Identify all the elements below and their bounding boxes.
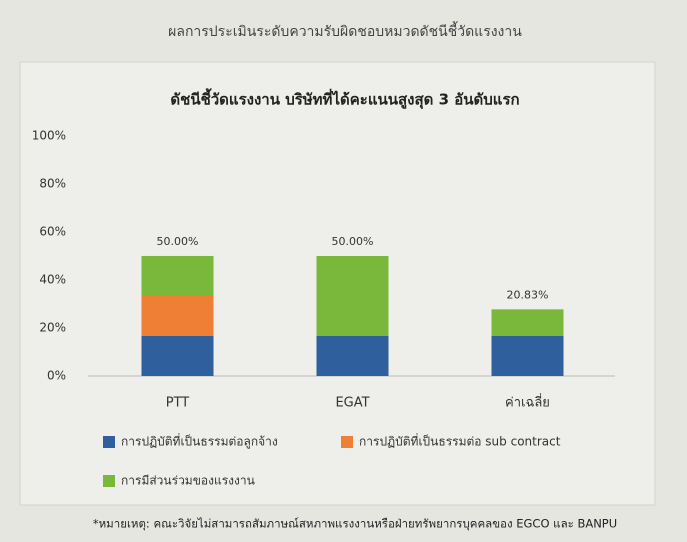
total-label: 50.00%	[332, 235, 374, 248]
bar-segment	[316, 335, 389, 376]
page-header: ผลการประเมินระดับความรับผิดชอบหมวดดัชนีช…	[168, 21, 522, 40]
legend-swatch	[103, 475, 115, 487]
legend-swatch	[103, 436, 115, 448]
bar-segment	[316, 256, 389, 336]
y-tick-label: 100%	[32, 129, 66, 143]
y-tick-label: 0%	[47, 369, 66, 383]
bar-segment	[141, 335, 214, 376]
bar-segment	[141, 255, 214, 296]
y-tick-label: 20%	[39, 321, 66, 335]
bar-segment	[491, 335, 564, 376]
total-label: 20.83%	[507, 288, 549, 301]
bar-segment	[141, 295, 214, 336]
chart-title: ดัชนีชี้วัดแรงงาน บริษัทที่ได้คะแนนสูงสุ…	[170, 88, 519, 110]
x-tick-label: PTT	[166, 396, 190, 411]
bar-segment	[491, 309, 564, 336]
legend-label: การมีส่วนร่วมของแรงงาน	[121, 474, 255, 488]
y-tick-label: 40%	[39, 273, 66, 287]
y-tick-label: 80%	[39, 177, 66, 191]
legend-label: การปฏิบัติที่เป็นธรรมต่อลูกจ้าง	[121, 433, 278, 450]
legend-swatch	[341, 436, 353, 448]
footnote: *หมายเหตุ: คณะวิจัยไม่สามารถสัมภาษณ์สหภา…	[93, 517, 617, 531]
x-tick-label: EGAT	[335, 396, 369, 411]
x-tick-label: ค่าเฉลี่ย	[505, 394, 550, 411]
legend-label: การปฏิบัติที่เป็นธรรมต่อ sub contract	[359, 433, 561, 449]
y-tick-label: 60%	[39, 225, 66, 239]
total-label: 50.00%	[157, 235, 199, 248]
